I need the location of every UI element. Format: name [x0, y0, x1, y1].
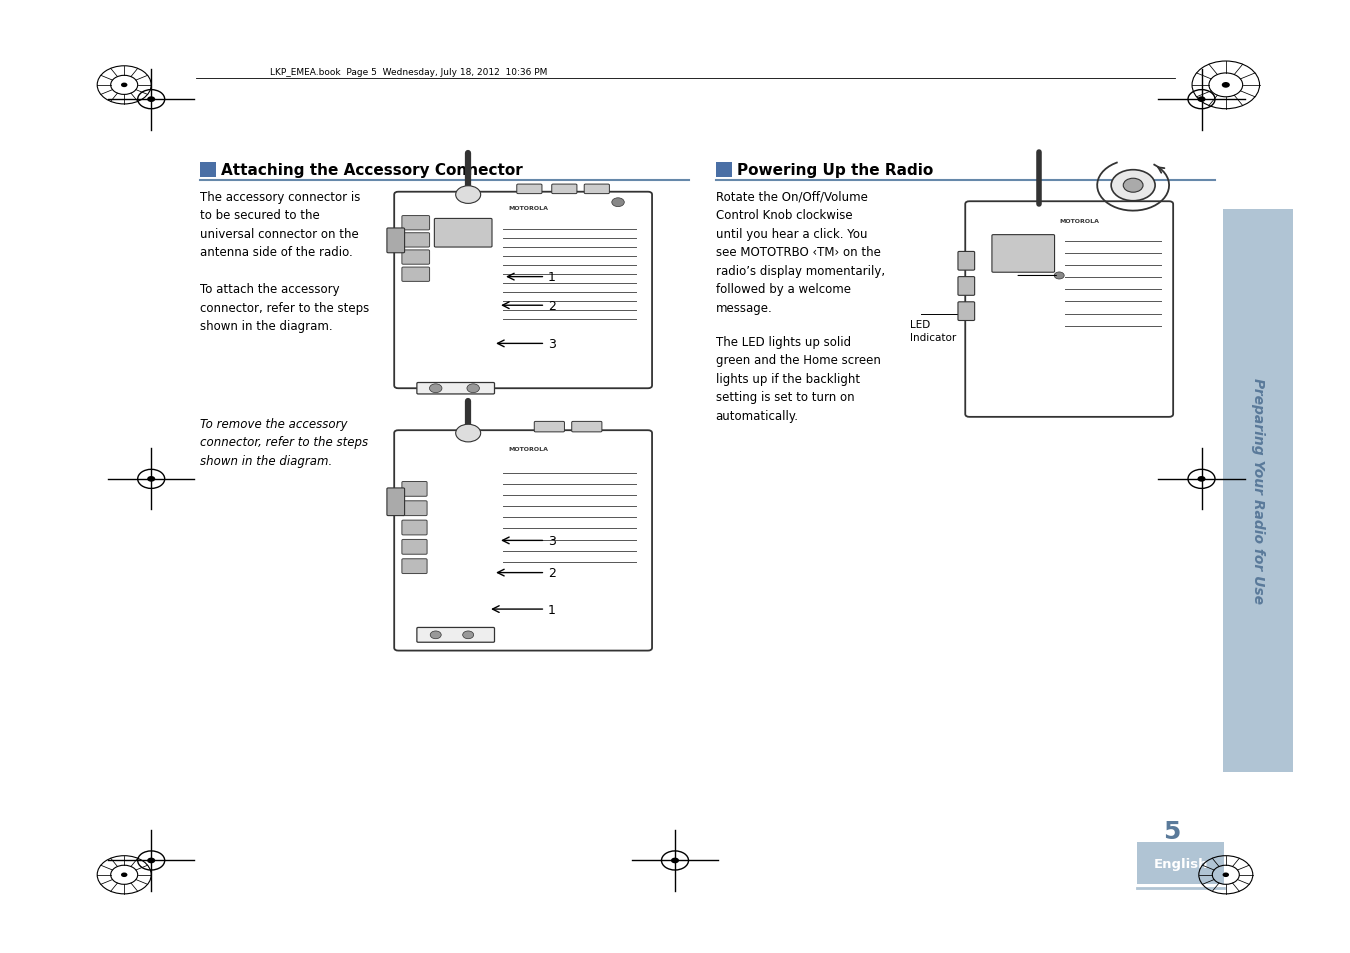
FancyBboxPatch shape — [200, 163, 216, 178]
FancyBboxPatch shape — [585, 185, 609, 194]
Text: Attaching the Accessory Connector: Attaching the Accessory Connector — [221, 163, 524, 178]
FancyBboxPatch shape — [402, 501, 427, 517]
FancyBboxPatch shape — [402, 233, 429, 248]
FancyBboxPatch shape — [387, 229, 405, 253]
FancyBboxPatch shape — [552, 185, 576, 194]
FancyBboxPatch shape — [517, 185, 541, 194]
Text: The LED lights up solid
green and the Home screen
lights up if the backlight
set: The LED lights up solid green and the Ho… — [716, 335, 880, 422]
FancyBboxPatch shape — [958, 302, 975, 321]
Text: Powering Up the Radio: Powering Up the Radio — [737, 163, 933, 178]
FancyBboxPatch shape — [958, 277, 975, 296]
FancyBboxPatch shape — [958, 253, 975, 271]
FancyBboxPatch shape — [402, 539, 427, 555]
Text: 5: 5 — [1164, 819, 1180, 843]
FancyBboxPatch shape — [1137, 842, 1224, 884]
Text: Rotate the On/Off/Volume
Control Knob clockwise
until you hear a click. You
see : Rotate the On/Off/Volume Control Knob cl… — [716, 191, 884, 314]
FancyBboxPatch shape — [402, 251, 429, 265]
Circle shape — [1197, 476, 1206, 482]
Circle shape — [456, 425, 481, 442]
Circle shape — [147, 858, 155, 863]
Text: MOTOROLA: MOTOROLA — [508, 446, 548, 451]
Text: 1: 1 — [508, 271, 556, 284]
Text: The accessory connector is
to be secured to the
universal connector on the
anten: The accessory connector is to be secured… — [200, 191, 369, 333]
Text: 2: 2 — [502, 299, 556, 313]
Text: MOTOROLA: MOTOROLA — [508, 206, 548, 212]
Circle shape — [147, 97, 155, 103]
Circle shape — [463, 631, 474, 639]
Circle shape — [467, 384, 479, 394]
Text: 3: 3 — [502, 535, 556, 547]
Circle shape — [1123, 179, 1143, 193]
FancyBboxPatch shape — [394, 193, 652, 389]
Text: 1: 1 — [493, 603, 556, 616]
Circle shape — [1222, 83, 1230, 89]
FancyBboxPatch shape — [572, 422, 602, 433]
Circle shape — [1054, 273, 1064, 280]
Circle shape — [671, 858, 679, 863]
FancyBboxPatch shape — [402, 268, 429, 282]
Text: 2: 2 — [498, 566, 556, 579]
Circle shape — [612, 198, 624, 208]
FancyBboxPatch shape — [992, 235, 1054, 273]
Text: LED
Indicator: LED Indicator — [910, 319, 956, 342]
Text: Preparing Your Radio for Use: Preparing Your Radio for Use — [1251, 378, 1265, 603]
Text: LKP_EMEA.book  Page 5  Wednesday, July 18, 2012  10:36 PM: LKP_EMEA.book Page 5 Wednesday, July 18,… — [270, 68, 547, 77]
Circle shape — [429, 384, 441, 394]
FancyBboxPatch shape — [417, 383, 494, 395]
Circle shape — [431, 631, 441, 639]
FancyBboxPatch shape — [1223, 210, 1293, 772]
Circle shape — [1223, 873, 1229, 877]
Circle shape — [122, 873, 127, 877]
FancyBboxPatch shape — [387, 488, 405, 517]
Text: 3: 3 — [498, 337, 556, 351]
Circle shape — [1111, 171, 1156, 201]
FancyBboxPatch shape — [417, 628, 494, 642]
FancyBboxPatch shape — [402, 520, 427, 536]
FancyBboxPatch shape — [965, 202, 1173, 417]
Circle shape — [456, 187, 481, 204]
FancyBboxPatch shape — [402, 216, 429, 231]
Text: English: English — [1153, 857, 1208, 870]
Circle shape — [147, 476, 155, 482]
Text: MOTOROLA: MOTOROLA — [1060, 219, 1099, 224]
FancyBboxPatch shape — [535, 422, 564, 433]
FancyBboxPatch shape — [394, 431, 652, 651]
Circle shape — [122, 84, 127, 88]
Text: To remove the accessory
connector, refer to the steps
shown in the diagram.: To remove the accessory connector, refer… — [200, 417, 369, 467]
FancyBboxPatch shape — [402, 482, 427, 497]
Circle shape — [1197, 97, 1206, 103]
FancyBboxPatch shape — [435, 219, 491, 248]
FancyBboxPatch shape — [716, 163, 732, 178]
FancyBboxPatch shape — [402, 559, 427, 574]
